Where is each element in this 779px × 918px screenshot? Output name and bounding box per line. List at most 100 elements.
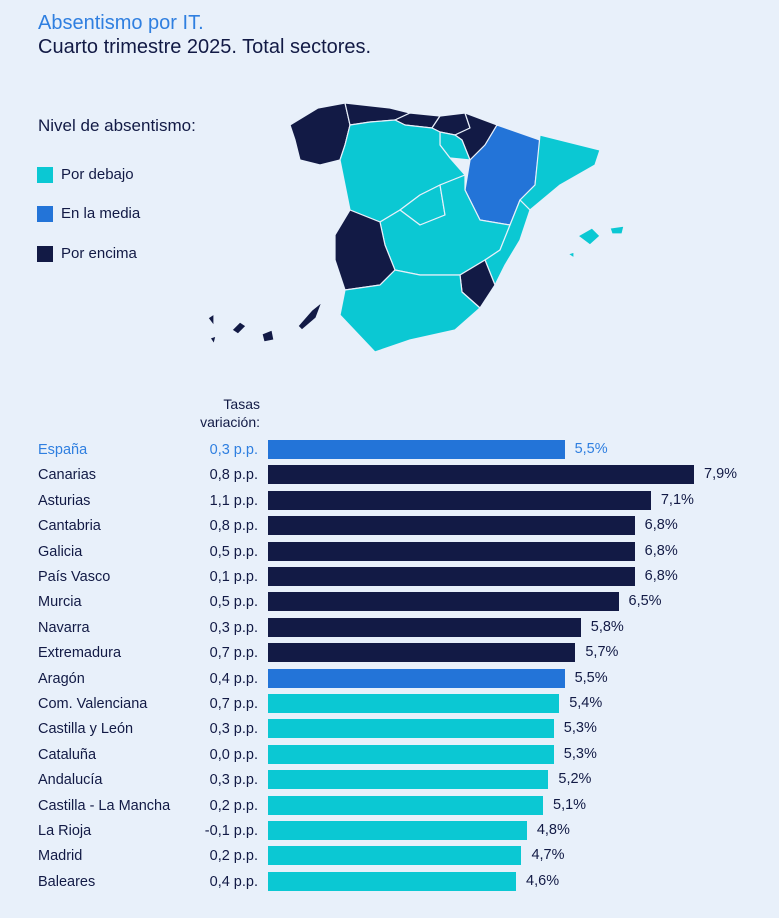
bar xyxy=(268,643,576,663)
variation-label: 0,1 p.p. xyxy=(209,569,258,585)
category-label: Castilla y León xyxy=(38,721,134,738)
bar xyxy=(268,795,543,815)
bar-row: Castilla y León 0,3 p.p. 5,3% xyxy=(0,717,779,742)
region-com-valenciana xyxy=(484,199,531,286)
bar-row: La Rioja -0,1 p.p. 4,8% xyxy=(0,819,779,844)
value-label: 5,8% xyxy=(590,618,624,635)
legend-swatch xyxy=(37,205,53,222)
variation-label: 0,8 p.p. xyxy=(209,518,258,535)
value-label: 4,6% xyxy=(526,872,560,889)
category-label: Cataluña xyxy=(38,746,97,763)
category-label: Madrid xyxy=(38,848,83,865)
variation-label: -0,1 p.p. xyxy=(204,823,258,839)
value-label: 7,1% xyxy=(660,491,694,508)
bar xyxy=(268,617,581,637)
value-label: 5,2% xyxy=(558,771,592,788)
category-label: Cantabria xyxy=(38,518,101,535)
value-label: 6,8% xyxy=(644,568,678,584)
bar-row: Com. Valenciana 0,7 p.p. 5,4% xyxy=(0,692,779,717)
legend-item-above: Por encima xyxy=(37,245,137,262)
category-label: Galicia xyxy=(38,543,83,560)
value-label: 5,5% xyxy=(574,669,608,686)
variation-label: 0,5 p.p. xyxy=(209,543,258,560)
variation-label: 0,3 p.p. xyxy=(209,721,258,738)
variation-label: 0,4 p.p. xyxy=(209,873,258,890)
value-label: 5,1% xyxy=(553,796,587,813)
region-cataluna xyxy=(519,134,601,211)
bar-row: Cantabria 0,8 p.p. 6,8% xyxy=(0,514,779,539)
variation-label: 0,5 p.p. xyxy=(209,594,258,611)
category-label: España xyxy=(38,442,88,458)
variation-label: 0,3 p.p. xyxy=(209,619,258,636)
legend-label: Por debajo xyxy=(61,166,134,183)
bar xyxy=(268,541,635,561)
bar-row: Navarra 0,3 p.p. 5,8% xyxy=(0,616,779,641)
variation-label: 0,7 p.p. xyxy=(209,696,258,712)
value-label: 4,8% xyxy=(536,822,570,838)
bar-row: Aragón 0,4 p.p. 5,5% xyxy=(0,667,779,692)
variation-label: 0,3 p.p. xyxy=(209,442,258,458)
category-label: Murcia xyxy=(38,594,82,611)
region-baleares xyxy=(567,225,625,259)
bar xyxy=(268,516,635,536)
bar-row: Extremadura 0,7 p.p. 5,7% xyxy=(0,641,779,666)
value-label: 5,3% xyxy=(563,720,597,737)
category-label: Extremadura xyxy=(38,645,122,662)
region-canarias xyxy=(207,301,323,345)
bar-row: Canarias 0,8 p.p. 7,9% xyxy=(0,463,779,488)
value-label: 5,5% xyxy=(574,441,608,457)
bar xyxy=(268,567,635,586)
category-label: Com. Valenciana xyxy=(38,696,148,712)
bar-row: Madrid 0,2 p.p. 4,7% xyxy=(0,844,779,869)
variation-label: 0,0 p.p. xyxy=(209,746,258,763)
legend-swatch xyxy=(37,166,53,183)
category-label: Andalucía xyxy=(38,772,103,789)
bar-row: Cataluña 0,0 p.p. 5,3% xyxy=(0,743,779,768)
bar-row: Castilla - La Mancha 0,2 p.p. 5,1% xyxy=(0,794,779,819)
category-label: País Vasco xyxy=(38,569,111,585)
bar xyxy=(268,846,522,866)
variation-label: 0,4 p.p. xyxy=(209,670,258,687)
value-label: 6,8% xyxy=(644,517,678,534)
variation-label: 1,1 p.p. xyxy=(209,492,258,509)
variation-label: 0,3 p.p. xyxy=(209,772,258,789)
variation-label: 0,2 p.p. xyxy=(209,797,258,814)
bar-row: País Vasco 0,1 p.p. 6,8% xyxy=(0,565,779,590)
legend-item-below: Por debajo xyxy=(37,166,134,183)
bar xyxy=(268,668,565,688)
category-label: Aragón xyxy=(38,670,85,687)
category-label: Canarias xyxy=(38,467,97,484)
chart-title: Absentismo por IT. xyxy=(38,12,204,34)
variation-label: 0,2 p.p. xyxy=(209,848,258,865)
bar-row: Asturias 1,1 p.p. 7,1% xyxy=(0,489,779,514)
bar xyxy=(268,719,554,739)
value-label: 7,9% xyxy=(704,466,738,483)
value-label: 5,3% xyxy=(563,745,597,762)
bar-row: Baleares 0,4 p.p. 4,6% xyxy=(0,870,779,895)
bar xyxy=(268,490,651,510)
bar-row: Andalucía 0,3 p.p. 5,2% xyxy=(0,768,779,793)
bar xyxy=(268,592,619,612)
variation-column-header: Tasas variación: xyxy=(200,396,260,430)
chart-subtitle: Cuarto trimestre 2025. Total sectores. xyxy=(38,36,372,58)
variation-label: 0,7 p.p. xyxy=(209,645,258,662)
variation-label: 0,8 p.p. xyxy=(209,467,258,484)
value-label: 6,5% xyxy=(628,593,662,610)
bar xyxy=(268,770,549,790)
bar xyxy=(268,440,565,459)
category-label: Baleares xyxy=(38,873,96,890)
bar-row: Murcia 0,5 p.p. 6,5% xyxy=(0,590,779,615)
category-label: La Rioja xyxy=(38,823,92,839)
legend-label: Por encima xyxy=(61,245,137,262)
value-label: 5,7% xyxy=(585,644,619,661)
category-label: Asturias xyxy=(38,492,91,509)
bar-row: España 0,3 p.p. 5,5% xyxy=(0,438,779,463)
bar xyxy=(268,694,560,713)
value-label: 5,4% xyxy=(569,695,603,711)
legend-swatch xyxy=(37,245,53,262)
legend-title: Nivel de absentismo: xyxy=(38,116,196,135)
bar xyxy=(268,744,554,764)
legend-label: En la media xyxy=(61,205,141,222)
bar xyxy=(268,871,517,891)
